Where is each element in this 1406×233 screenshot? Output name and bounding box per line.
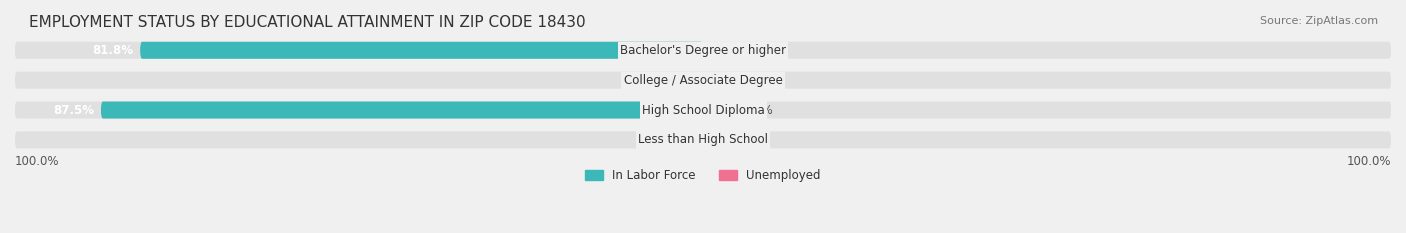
Text: 0.0%: 0.0% [666,134,696,146]
Text: 0.0%: 0.0% [710,134,740,146]
Text: 81.8%: 81.8% [93,44,134,57]
FancyBboxPatch shape [15,72,1391,89]
Text: 87.5%: 87.5% [53,103,94,116]
Legend: In Labor Force, Unemployed: In Labor Force, Unemployed [581,165,825,187]
Text: 0.0%: 0.0% [710,74,740,87]
Text: EMPLOYMENT STATUS BY EDUCATIONAL ATTAINMENT IN ZIP CODE 18430: EMPLOYMENT STATUS BY EDUCATIONAL ATTAINM… [28,15,585,30]
FancyBboxPatch shape [101,102,703,119]
FancyBboxPatch shape [15,42,1391,59]
FancyBboxPatch shape [141,42,703,59]
Text: 0.0%: 0.0% [666,74,696,87]
Text: 100.0%: 100.0% [1347,155,1391,168]
Text: Source: ZipAtlas.com: Source: ZipAtlas.com [1260,16,1378,26]
Text: College / Associate Degree: College / Associate Degree [624,74,782,87]
Text: 4.8%: 4.8% [742,103,773,116]
Text: High School Diploma: High School Diploma [641,103,765,116]
FancyBboxPatch shape [703,102,737,119]
FancyBboxPatch shape [15,131,1391,148]
Text: 0.0%: 0.0% [710,44,740,57]
Text: Bachelor's Degree or higher: Bachelor's Degree or higher [620,44,786,57]
FancyBboxPatch shape [15,102,1391,119]
Text: 100.0%: 100.0% [15,155,59,168]
Text: Less than High School: Less than High School [638,134,768,146]
